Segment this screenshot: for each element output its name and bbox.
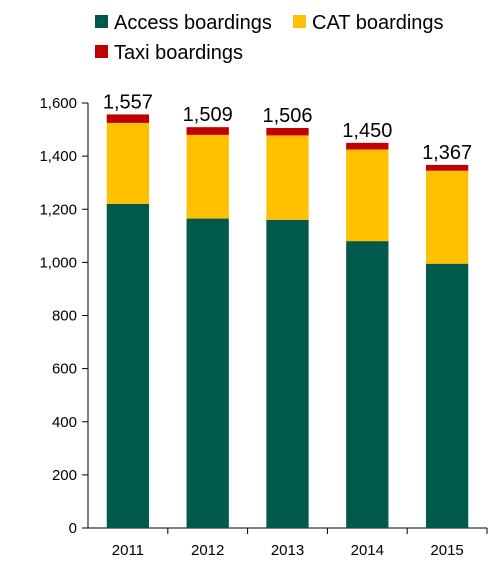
x-tick-label: 2015 — [430, 542, 463, 559]
axes: 0 200 400 600 800 1,000 1,200 1,400 1,600 2011 201… — [39, 95, 488, 559]
y-tick-label: 400 — [52, 414, 77, 431]
bar-segment-cat-boardings — [425, 170, 469, 264]
legend-label: Access boardings — [114, 12, 272, 34]
legend-item: Taxi boardings — [95, 42, 243, 64]
bar-total-label: 1,509 — [183, 104, 233, 126]
bar-total-label: 1,367 — [422, 142, 472, 164]
bar-segment-taxi-boardings — [266, 127, 309, 136]
y-tick-label: 600 — [52, 361, 77, 378]
y-tick-label: 1,600 — [39, 95, 77, 112]
bar-total-label: 1,557 — [103, 91, 153, 113]
bar-segment-cat-boardings — [186, 134, 229, 219]
y-tick-label: 1,000 — [39, 254, 77, 271]
legend-item: CAT boardings — [293, 12, 444, 34]
bar-total-label: 1,450 — [342, 120, 392, 142]
bar-segment-access-boardings — [346, 241, 389, 528]
legend-label: CAT boardings — [312, 12, 444, 34]
legend-swatch — [95, 45, 108, 58]
bar-segment-taxi-boardings — [186, 127, 229, 135]
legend-label: Taxi boardings — [114, 42, 243, 64]
x-tick-label: 2013 — [271, 542, 304, 559]
bar-segment-cat-boardings — [106, 122, 150, 204]
legend-swatch — [95, 15, 108, 28]
bar-segment-cat-boardings — [346, 149, 389, 242]
legend: Access boardings CAT boardings Taxi boardi… — [95, 12, 444, 64]
bar-total-label: 1,506 — [262, 105, 312, 127]
bar-segment-cat-boardings — [266, 135, 309, 220]
bar-segment-taxi-boardings — [106, 114, 150, 123]
y-tick-label: 0 — [69, 520, 77, 537]
x-tick-label: 2012 — [191, 542, 224, 559]
total-labels: 1,557 1,509 1,506 1,450 1,367 — [103, 91, 472, 163]
bar-segment-access-boardings — [266, 219, 309, 528]
y-tick-label: 800 — [52, 308, 77, 325]
x-tick-label: 2011 — [112, 542, 144, 559]
bar-segment-taxi-boardings — [346, 142, 389, 150]
bars — [106, 114, 469, 528]
legend-item: Access boardings — [95, 12, 272, 34]
y-tick-label: 200 — [52, 467, 77, 484]
x-tick-label: 2014 — [351, 542, 384, 559]
legend-swatch — [293, 15, 306, 28]
y-tick-label: 1,400 — [39, 148, 77, 165]
bar-segment-taxi-boardings — [425, 164, 469, 171]
bar-segment-access-boardings — [186, 218, 229, 528]
bar-segment-access-boardings — [106, 203, 150, 528]
bar-segment-access-boardings — [425, 263, 469, 528]
y-tick-label: 1,200 — [39, 201, 77, 218]
